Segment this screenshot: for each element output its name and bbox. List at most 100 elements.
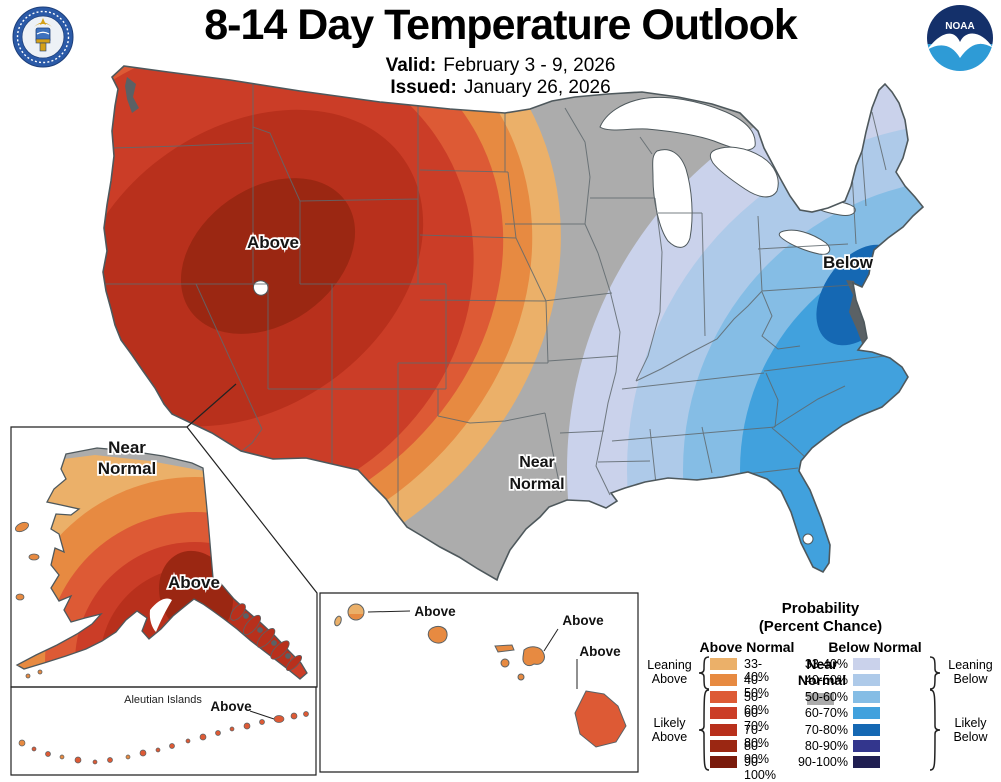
issued-value: January 26, 2026 — [463, 77, 611, 98]
legend-above-swatch-60-70 — [710, 707, 737, 720]
lake-michigan — [652, 149, 693, 248]
legend-below-range: 90-100% — [797, 755, 848, 770]
lake-erie — [778, 229, 831, 255]
ak-band-near-normal — [40, 448, 210, 472]
issued-line: Issued: January 26, 2026 — [0, 77, 1001, 99]
island-hawaii — [574, 690, 627, 748]
legend-below-swatch-33-40 — [853, 658, 880, 670]
great-salt-lake — [253, 280, 269, 296]
brace-likely-above — [698, 689, 710, 771]
legend-below-swatch-90-100 — [853, 756, 880, 769]
legend-above-swatch-40-50 — [710, 674, 737, 687]
legend-near-line1: Near — [806, 656, 838, 672]
alaska-west-islands — [15, 521, 43, 679]
state-borders — [104, 68, 887, 517]
puget-sound — [125, 77, 139, 113]
legend-above-range: 70-80% — [744, 722, 770, 750]
island-niihau — [334, 615, 342, 627]
chesapeake-bay — [846, 280, 869, 346]
legend-below-swatch-80-90 — [853, 740, 880, 752]
legend-below-range: 40-50% — [804, 673, 848, 688]
us-outline — [102, 65, 925, 582]
legend-below-swatch-70-80 — [853, 723, 880, 736]
island-lanai — [500, 658, 510, 668]
alaska-inset-box — [10, 426, 318, 688]
hawaii-inset-box — [319, 592, 639, 773]
commerce-seal-icon — [12, 6, 74, 73]
noaa-logo-icon: NOAA — [926, 4, 994, 77]
ak-label-near-line1: Near — [108, 438, 146, 457]
map-label-near-line2: Normal — [509, 476, 564, 493]
hawaii-leader-lines — [367, 610, 578, 689]
legend-leaning-below: Leaning Below — [943, 658, 998, 686]
valid-label: Valid: — [385, 55, 437, 76]
long-island — [875, 244, 911, 258]
alaska-panhandle-islands — [230, 603, 303, 672]
ak-label-near-line2: Normal — [98, 459, 157, 478]
island-oahu — [427, 625, 448, 644]
leaning-above-line2: Above — [651, 672, 688, 686]
legend-below-range: 80-90% — [804, 739, 848, 753]
hi-label-above-2: Above — [562, 613, 604, 628]
brace-leaning-below — [929, 656, 941, 690]
issued-label: Issued: — [390, 77, 457, 98]
legend-below-range: 50-60% — [804, 689, 848, 704]
great-lakes — [253, 96, 856, 545]
lake-huron — [709, 146, 779, 198]
band-above-80-90 — [180, 178, 356, 334]
lake-superior — [599, 96, 756, 151]
aleutian-label-above: Above — [210, 699, 252, 714]
legend-near-line2: Normal — [797, 672, 847, 688]
legend-below-swatch-60-70 — [853, 707, 880, 720]
valid-value: February 3 - 9, 2026 — [443, 55, 616, 76]
legend-below-range: 60-70% — [804, 706, 848, 721]
legend-below-range: 70-80% — [804, 722, 848, 737]
likely-above-line1: Likely — [653, 716, 686, 730]
legend-below-range: 33-40% — [804, 657, 848, 671]
aleutian-leader-line — [249, 710, 275, 720]
map-label-below: Below — [823, 253, 874, 272]
legend-title-line2: (Percent Chance) — [758, 618, 883, 635]
likely-below-line1: Likely — [954, 716, 987, 730]
likely-below-line2: Below — [953, 730, 988, 744]
legend-likely-below: Likely Below — [943, 716, 998, 744]
brace-likely-below — [929, 689, 941, 771]
island-kauai-south — [348, 614, 364, 620]
leaning-above-line1: Leaning — [647, 658, 692, 672]
noaa-logo-text: NOAA — [945, 21, 974, 32]
legend-above-swatch-80-90 — [710, 740, 737, 752]
legend-above-range: 60-70% — [744, 706, 770, 734]
legend-above-range: 50-60% — [744, 689, 770, 717]
legend-above-header: Above Normal — [699, 639, 795, 655]
band-below-60-70 — [740, 235, 923, 580]
legend-near-swatch — [807, 693, 834, 705]
hawaii-islands — [334, 603, 627, 748]
island-kahoolawe — [517, 673, 525, 681]
hi-label-above-3: Above — [579, 644, 621, 659]
valid-line: Valid: February 3 - 9, 2026 — [0, 55, 1001, 77]
island-molokai — [494, 644, 515, 653]
inset-boxes — [10, 383, 639, 776]
legend-below-swatch-50-60 — [853, 690, 880, 703]
coastal-details — [125, 77, 869, 346]
map-label-near-line1: Near — [519, 454, 555, 471]
hi-label-above-1: Above — [414, 604, 456, 619]
legend-above-range: 33-40% — [744, 657, 770, 684]
leaning-below-line1: Leaning — [948, 658, 993, 672]
ak-cook-inlet — [149, 598, 172, 632]
ak-label-above: Above — [168, 573, 220, 592]
legend-above-range: 90-100% — [744, 755, 776, 782]
page-title: 8-14 Day Temperature Outlook — [204, 1, 798, 49]
island-maui — [522, 646, 545, 667]
legend-below-header: Below Normal — [828, 639, 922, 655]
alaska-projection-line — [186, 383, 237, 428]
legend-below-swatch-40-50 — [853, 674, 880, 687]
legend-above-swatch-33-40 — [710, 658, 737, 670]
map-label-above: Above — [247, 233, 299, 252]
likely-above-line2: Above — [651, 730, 688, 744]
legend-likely-above: Likely Above — [642, 716, 697, 744]
legend-leaning-above: Leaning Above — [642, 658, 697, 686]
legend-above-swatch-70-80 — [710, 723, 737, 736]
